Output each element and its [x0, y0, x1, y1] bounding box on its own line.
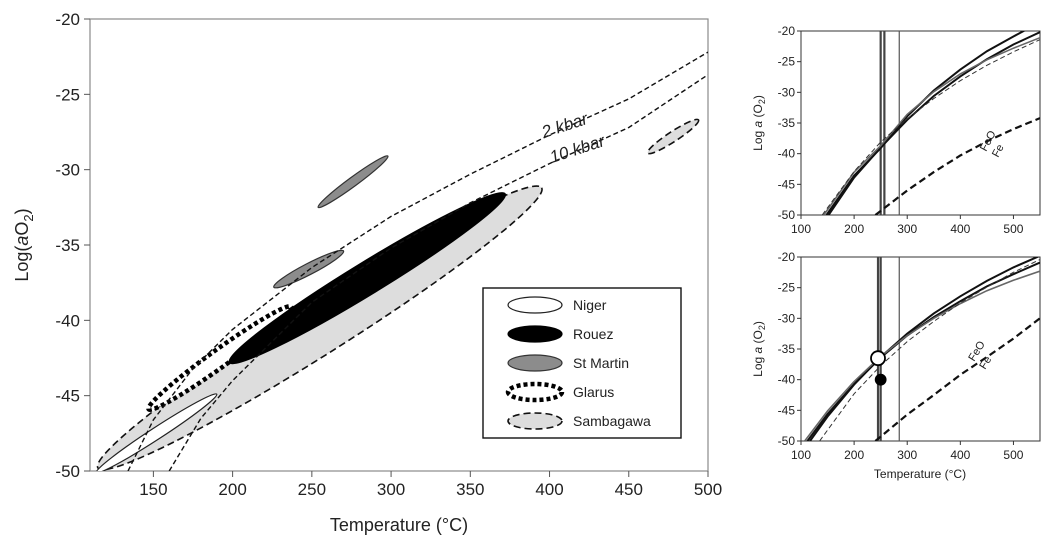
top-y-tick-label: -30 — [778, 85, 796, 99]
bottom-label-fe: Fe — [977, 354, 994, 371]
main-y-tick-label: -45 — [55, 387, 80, 406]
main-x-tick-label: 350 — [456, 480, 484, 499]
region-sambagawa-1 — [646, 118, 700, 155]
bottom-y-tick-label: -40 — [778, 373, 796, 387]
bottom-y-tick-label: -30 — [778, 311, 796, 325]
bottom-right-chart: 100 200 300 400 500 -20 -25 -30 -35 -40 -45 -50 Te… — [751, 250, 1041, 481]
bottom-x-tick-label: 300 — [897, 448, 917, 462]
bottom-series-dashed — [819, 259, 1040, 441]
top-series-dashed — [821, 39, 1040, 215]
bottom-y-tick-label: -50 — [778, 434, 796, 448]
bottom-point-open — [870, 350, 886, 367]
legend-swatch-glarus — [505, 381, 565, 403]
region-rouez-4 — [228, 192, 507, 365]
main-x-tick-label: 200 — [218, 480, 246, 499]
bottom-y-tick-label: -25 — [778, 281, 796, 295]
top-label-fe: Fe — [990, 142, 1007, 159]
curve-2-kbar — [127, 51, 708, 471]
bottom-y-axis-title: Log a (O2) — [751, 321, 767, 377]
main-y-axis-title: Log(aO2) — [12, 208, 36, 281]
bottom-x-tick-label: 400 — [950, 448, 970, 462]
legend-label-niger: Niger — [573, 297, 607, 313]
bottom-x-tick-label: 500 — [1003, 448, 1023, 462]
main-x-tick-label: 150 — [139, 480, 167, 499]
top-curves — [821, 31, 1040, 215]
legend-swatch-rouez — [507, 325, 563, 343]
top-right-chart: 100 200 300 400 500 -20 -25 -30 -35 -40 -45 -50 Lo… — [751, 24, 1041, 236]
top-y-tick-label: -40 — [778, 147, 796, 161]
main-y-tick-label: -40 — [55, 311, 80, 330]
bottom-curves — [804, 257, 1040, 441]
top-x-tick-label: 100 — [791, 222, 811, 236]
bottom-series-black — [809, 257, 1040, 441]
bottom-series-dashed-thick — [874, 317, 1040, 441]
bottom-x-axis-title: Temperature (°C) — [874, 467, 966, 481]
main-y-tick-label: -20 — [55, 10, 80, 29]
bottom-points — [870, 350, 887, 386]
top-x-tick-label: 300 — [897, 222, 917, 236]
legend-label-glarus: Glarus — [573, 384, 614, 400]
top-y-axis-title: Log a (O2) — [751, 95, 767, 151]
curve-10-kbar — [168, 74, 708, 471]
top-x-tick-label: 400 — [950, 222, 970, 236]
legend-swatch-niger — [507, 296, 563, 314]
top-x-ticks: 100 200 300 400 500 — [791, 215, 1024, 236]
region-st-martin-5 — [317, 155, 389, 209]
main-x-tick-label: 300 — [377, 480, 405, 499]
bottom-series-gray — [804, 270, 1040, 441]
legend-label-rouez: Rouez — [573, 326, 613, 342]
main-y-tick-label: -30 — [55, 161, 80, 180]
bottom-y-tick-label: -35 — [778, 342, 796, 356]
top-y-tick-label: -35 — [778, 116, 796, 130]
legend-box — [482, 287, 682, 439]
main-chart: 150 200 250 300 350 400 450 500 -20 -25 -30 -35 -40… — [12, 10, 722, 535]
bottom-y-tick-label: -20 — [778, 250, 796, 264]
legend-items: Niger Rouez St Martin Glarus Sambagawa — [505, 296, 651, 430]
top-y-tick-label: -25 — [778, 55, 796, 69]
main-x-tick-label: 250 — [298, 480, 326, 499]
legend-label-st-martin: St Martin — [573, 355, 629, 371]
region-glarus-3 — [146, 304, 294, 412]
main-y-tick-label: -35 — [55, 236, 80, 255]
top-series-gray — [823, 36, 1040, 215]
main-x-tick-label: 500 — [694, 480, 722, 499]
top-plot-frame — [800, 30, 1041, 216]
legend-label-sambagawa: Sambagawa — [573, 413, 651, 429]
main-x-ticks: 150 200 250 300 350 400 450 500 — [139, 471, 722, 499]
main-x-tick-label: 400 — [535, 480, 563, 499]
top-y-ticks: -20 -25 -30 -35 -40 -45 -50 — [778, 24, 801, 222]
bottom-y-tick-label: -45 — [778, 403, 796, 417]
legend-swatch-sambagawa — [507, 412, 563, 430]
main-regions — [95, 118, 700, 471]
bottom-y-ticks: -20 -25 -30 -35 -40 -45 -50 — [778, 250, 801, 448]
bottom-x-tick-label: 200 — [844, 448, 864, 462]
main-y-ticks: -20 -25 -30 -35 -40 -45 -50 — [55, 10, 90, 481]
top-series-black — [827, 31, 1040, 215]
main-pressure-curves — [127, 51, 708, 471]
top-y-tick-label: -20 — [778, 24, 796, 38]
top-y-tick-label: -50 — [778, 208, 796, 222]
region-niger-2 — [95, 393, 218, 471]
bottom-point-filled — [874, 373, 887, 386]
bottom-x-ticks: 100 200 300 400 500 — [791, 441, 1024, 462]
legend: Niger Rouez St Martin Glarus Sambagawa — [482, 287, 682, 439]
region-st-martin-6 — [273, 249, 345, 289]
top-y-tick-label: -45 — [778, 177, 796, 191]
main-y-tick-label: -50 — [55, 462, 80, 481]
main-x-axis-title: Temperature (°C) — [330, 515, 468, 535]
main-y-tick-label: -25 — [55, 85, 80, 104]
top-x-tick-label: 500 — [1003, 222, 1023, 236]
bottom-x-tick-label: 100 — [791, 448, 811, 462]
top-x-tick-label: 200 — [844, 222, 864, 236]
top-series-dashed-thick — [874, 117, 1040, 215]
legend-swatch-st-martin — [507, 354, 563, 372]
main-x-tick-label: 450 — [615, 480, 643, 499]
